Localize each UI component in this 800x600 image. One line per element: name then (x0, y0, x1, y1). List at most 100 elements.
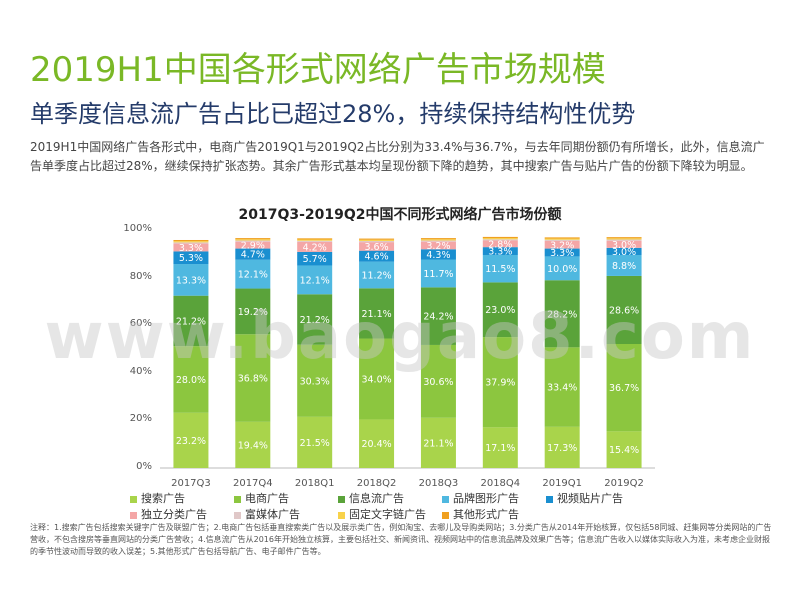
data-label: 4.7% (241, 250, 265, 261)
legend-label: 品牌图形广告 (453, 492, 519, 505)
legend-label: 搜索广告 (141, 492, 185, 505)
bar-segment (420, 238, 456, 240)
legend-swatch (442, 511, 449, 519)
bar-segment (359, 240, 395, 243)
bar-segment (544, 237, 580, 239)
bar-segment (235, 421, 271, 468)
legend-item: 视频贴片广告 (546, 490, 650, 506)
page-subtitle: 单季度信息流广告占比已超过28%，持续保持结构性优势 (30, 100, 636, 128)
bar-segment (420, 239, 456, 241)
x-tick-label: 2018Q4 (480, 478, 520, 489)
bar-segment (359, 242, 395, 251)
legend-swatch (442, 495, 449, 503)
bar-segment (544, 256, 580, 281)
bar-segment (606, 254, 642, 276)
legend-swatch (338, 495, 345, 503)
bar-segment (482, 247, 518, 255)
legend-item: 独立分类广告 (130, 506, 234, 522)
legend-label: 独立分类广告 (141, 508, 207, 521)
bar-segment (482, 240, 518, 248)
bar-segment (359, 239, 395, 241)
page-title: 2019H1中国各形式网络广告市场规模 (30, 50, 606, 90)
legend-item: 信息流广告 (338, 490, 442, 506)
data-label: 34.0% (361, 374, 391, 385)
bar-segment (173, 251, 209, 265)
bar-segment (544, 239, 580, 241)
chart-title: 2017Q3-2019Q2中国不同形式网络广告市场份额 (238, 207, 562, 223)
data-label: 33.4% (547, 383, 577, 394)
bar-segment (359, 419, 395, 468)
bar-segment (482, 337, 518, 428)
data-label: 21.1% (423, 438, 453, 449)
data-label: 3.6% (364, 242, 388, 253)
data-label: 19.4% (238, 440, 268, 451)
bar-segment (544, 347, 580, 427)
data-label: 36.8% (238, 374, 268, 385)
bar-segment (235, 288, 271, 335)
bar-segment (173, 346, 209, 413)
bar-segment (173, 239, 209, 242)
data-label: 12.1% (238, 270, 268, 281)
bar-segment (173, 295, 209, 347)
bar-segment (359, 288, 395, 339)
data-label: 24.2% (423, 312, 453, 323)
data-label: 3.2% (426, 241, 450, 252)
data-label: 30.6% (423, 377, 453, 388)
data-label: 3.3% (179, 243, 203, 254)
bar-segment (544, 426, 580, 468)
bar-segment (482, 282, 518, 338)
bar-segment (482, 254, 518, 283)
stacked-bar-chart: 23.2%28.0%21.2%13.3%5.3%3.3%2017Q319.4%3… (160, 236, 655, 489)
bar-segment (420, 344, 456, 418)
legend-label: 固定文字链广告 (349, 508, 426, 521)
bar-segment (297, 344, 333, 417)
y-tick-label: 0% (136, 461, 152, 472)
bar-segment (173, 264, 209, 296)
legend-item: 品牌图形广告 (442, 490, 546, 506)
bar-segment (606, 247, 642, 255)
bar-segment (359, 338, 395, 420)
bar-segment (482, 238, 518, 240)
data-label: 2.8% (488, 239, 512, 250)
data-label: 2.9% (241, 241, 265, 252)
data-label: 3.0% (612, 240, 636, 251)
data-label: 3.3% (550, 248, 574, 259)
bar-segment (606, 237, 642, 239)
bar-segment (420, 241, 456, 250)
data-label: 28.0% (176, 375, 206, 386)
bar-segment (482, 239, 518, 241)
legend-swatch (338, 511, 345, 519)
data-label: 17.3% (547, 443, 577, 454)
data-label: 20.4% (361, 439, 391, 450)
description-text: 2019H1中国网络广告各形式中，电商广告2019Q1与2019Q2占比分别为3… (30, 140, 765, 173)
bar-segment (297, 416, 333, 468)
legend-label: 电商广告 (245, 492, 289, 505)
data-label: 21.2% (176, 316, 206, 327)
bar-segment (544, 280, 580, 348)
bar-segment (420, 417, 456, 468)
bar-segment (297, 251, 333, 266)
data-label: 37.9% (485, 378, 515, 389)
data-label: 10.0% (547, 264, 577, 275)
bar-segment (359, 238, 395, 240)
data-label: 21.1% (361, 309, 391, 320)
data-label: 36.7% (609, 383, 639, 394)
data-label: 21.2% (300, 315, 330, 326)
legend-item: 搜索广告 (130, 490, 234, 506)
data-label: 17.1% (485, 443, 515, 454)
legend-swatch (130, 511, 137, 519)
y-tick-label: 20% (129, 413, 152, 425)
bar-segment (297, 240, 333, 242)
bar-segment (235, 259, 271, 289)
bar-segment (173, 243, 209, 252)
bar-segment (297, 265, 333, 295)
x-tick-label: 2019Q2 (604, 478, 644, 489)
bar-segment (297, 239, 333, 241)
legend-label: 视频贴片广告 (557, 492, 623, 505)
data-label: 21.5% (300, 438, 330, 449)
y-tick-label: 40% (129, 365, 152, 377)
chart-legend: 搜索广告 电商广告 信息流广告 品牌图形广告 视频贴片广告独立分类广告 富媒体广告 固定文字… (130, 490, 670, 522)
bar-segment (544, 240, 580, 249)
bar-segment (235, 238, 271, 240)
data-label: 5.3% (179, 253, 203, 264)
